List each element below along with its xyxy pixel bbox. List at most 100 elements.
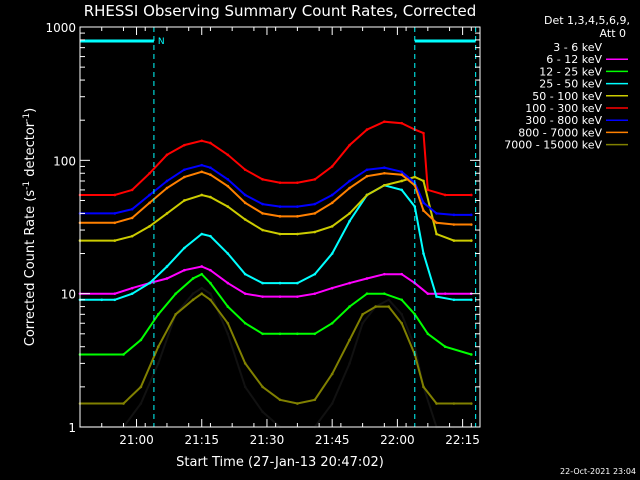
y-axis-label-sup1: -1 — [22, 181, 32, 190]
data-point — [296, 181, 299, 184]
data-point — [122, 353, 125, 356]
data-point — [209, 234, 212, 238]
y-axis-label-mid: detector — [23, 121, 38, 181]
series-line — [80, 170, 472, 226]
data-point — [183, 246, 186, 250]
data-point — [226, 305, 230, 308]
data-point — [191, 277, 195, 280]
data-point — [156, 362, 160, 365]
data-point — [470, 223, 473, 226]
data-point — [413, 313, 417, 316]
data-point — [226, 153, 230, 157]
data-point — [426, 188, 430, 192]
data-point — [113, 212, 117, 215]
data-point — [435, 221, 438, 225]
data-point — [435, 295, 438, 298]
legend-label: 3 - 6 keV — [553, 41, 602, 54]
data-point — [226, 184, 230, 188]
data-point — [400, 170, 404, 174]
data-point — [296, 205, 299, 208]
data-point — [365, 174, 369, 178]
data-point — [113, 239, 117, 242]
data-point — [148, 225, 151, 228]
night-markers: N — [79, 27, 477, 427]
data-point — [261, 202, 264, 206]
data-point — [348, 362, 351, 365]
data-point — [387, 305, 390, 308]
data-point — [165, 179, 169, 183]
data-point — [100, 298, 104, 302]
data-point — [148, 281, 151, 285]
data-point — [435, 402, 438, 405]
data-point — [296, 232, 299, 236]
data-point — [113, 221, 117, 225]
data-point — [243, 168, 247, 172]
data-point — [200, 232, 204, 236]
data-point — [209, 298, 212, 302]
data-point — [400, 121, 404, 125]
data-point — [183, 268, 186, 272]
data-point — [278, 398, 282, 402]
x-tick-label: 22:15 — [445, 433, 480, 447]
data-point — [383, 120, 386, 123]
data-point — [426, 292, 430, 295]
data-point — [348, 143, 351, 147]
data-point — [191, 298, 195, 302]
data-point — [243, 292, 247, 295]
data-point — [313, 230, 317, 234]
data-point — [330, 286, 334, 290]
data-point — [139, 338, 143, 342]
data-point — [130, 234, 134, 238]
data-point — [209, 281, 212, 285]
data-point — [313, 272, 317, 276]
data-point — [422, 179, 425, 183]
data-point — [209, 141, 212, 145]
data-point — [443, 292, 447, 295]
data-point — [330, 165, 334, 168]
data-point — [261, 281, 264, 285]
data-point — [113, 298, 117, 302]
data-point — [200, 163, 204, 167]
data-point — [139, 402, 143, 405]
data-point — [365, 128, 369, 131]
data-point — [183, 175, 186, 179]
x-tick-label: 22:00 — [380, 433, 415, 447]
y-tick-label: 100 — [53, 154, 76, 168]
data-point — [148, 201, 151, 205]
legend-label: 100 - 300 keV — [525, 102, 602, 115]
data-point — [226, 205, 230, 208]
x-axis: 21:00 21:15 21:30 21:45 22:00 22:15 — [79, 27, 480, 447]
data-point — [209, 292, 212, 295]
y-axis: 1 10 100 1000 — [45, 21, 480, 435]
data-point — [261, 228, 264, 232]
x-axis-label: Start Time (27-Jan-13 20:47:02) — [176, 455, 384, 470]
data-point — [261, 332, 264, 336]
data-point — [400, 173, 404, 177]
data-point — [278, 215, 282, 218]
data-point — [156, 345, 160, 349]
data-point — [400, 272, 404, 276]
data-point — [348, 305, 351, 308]
data-point — [156, 313, 160, 316]
data-point — [200, 139, 204, 143]
data-point — [470, 298, 473, 302]
data-point — [348, 338, 351, 342]
data-point — [422, 201, 425, 205]
data-point — [313, 292, 317, 295]
data-point — [200, 292, 204, 295]
data-point — [443, 193, 447, 197]
data-point — [165, 277, 169, 280]
data-point — [452, 298, 456, 302]
data-point — [296, 215, 299, 218]
data-point — [422, 209, 425, 212]
data-point — [174, 313, 177, 316]
data-point — [470, 353, 473, 356]
data-point — [296, 281, 299, 285]
legend-label: 50 - 100 keV — [532, 90, 602, 103]
x-tick-label: 21:30 — [250, 433, 285, 447]
data-point — [261, 212, 264, 215]
data-point — [243, 218, 247, 221]
data-point — [313, 178, 317, 181]
data-point — [452, 223, 456, 226]
